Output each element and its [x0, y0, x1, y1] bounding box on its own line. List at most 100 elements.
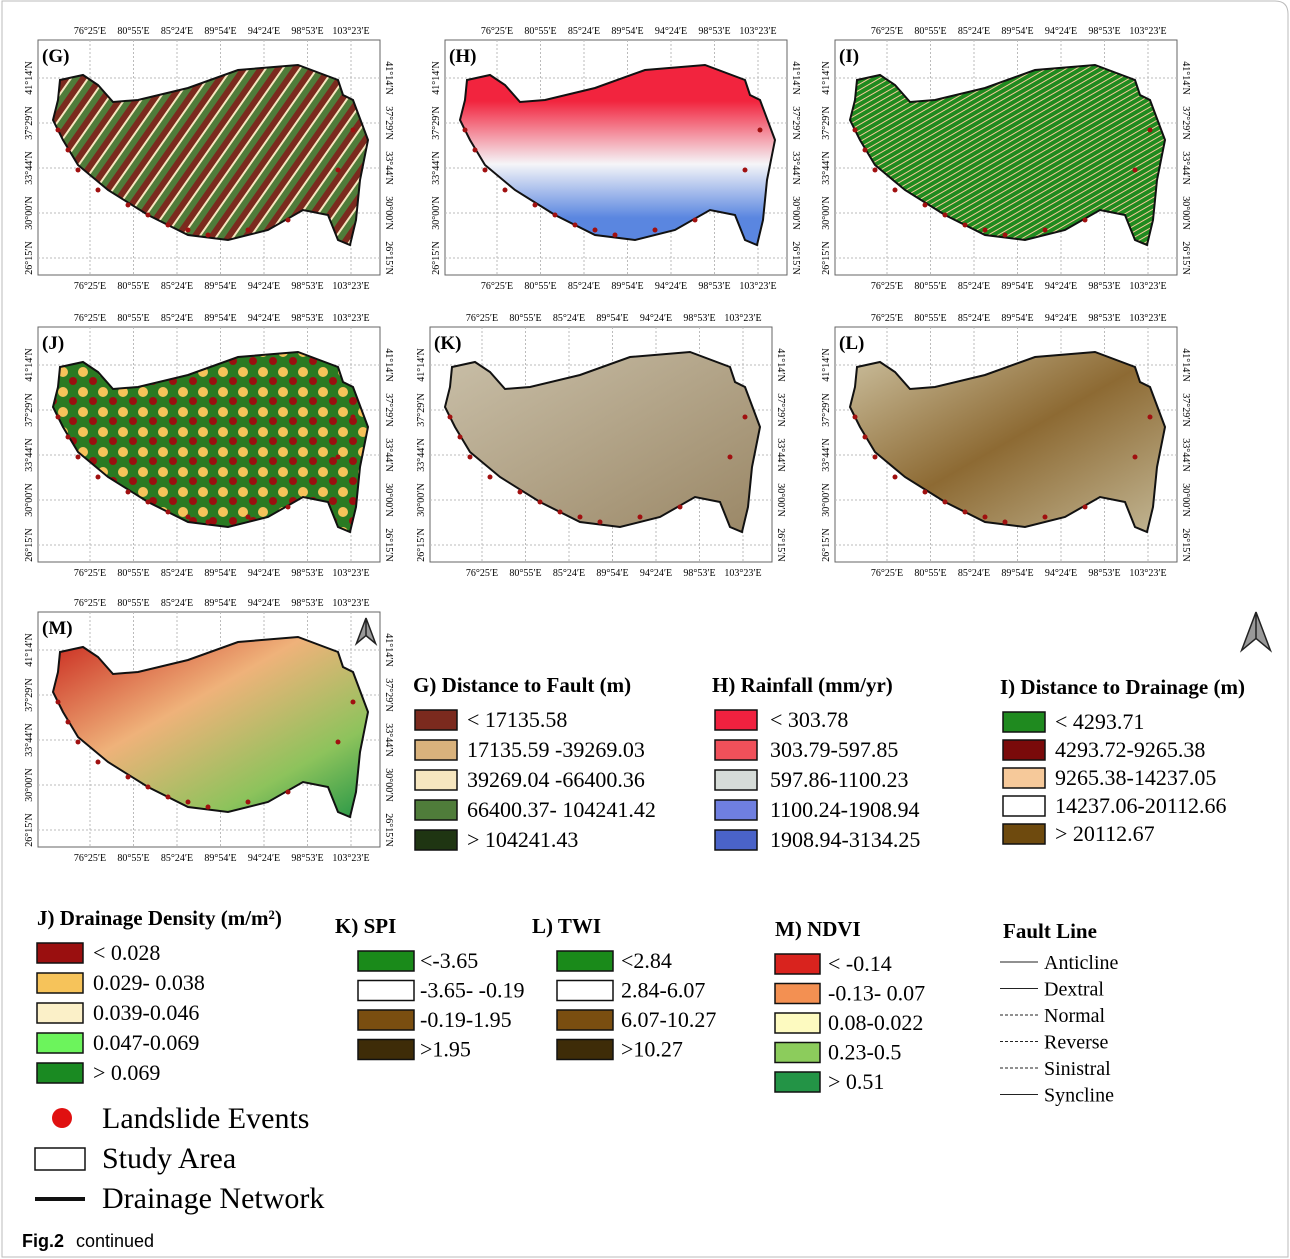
landslide-point — [1083, 218, 1088, 223]
legend-swatch — [557, 951, 613, 971]
landslide-point — [488, 475, 493, 480]
lat-label: 26°15′N — [821, 241, 832, 274]
lon-label: 76°25′E — [74, 568, 106, 579]
landslide-point — [336, 168, 341, 173]
legend-label: > 20112.67 — [1055, 821, 1155, 846]
legend-label: Normal — [1044, 1005, 1106, 1027]
legend-title: J) Drainage Density (m/m²) — [37, 906, 282, 930]
legend-swatch — [37, 973, 83, 993]
lat-label: 33°44′N — [24, 151, 35, 184]
lat-label: 26°15′N — [24, 813, 35, 846]
legend-swatch — [415, 800, 457, 820]
legend-swatch — [358, 981, 414, 1001]
landslide-point — [758, 128, 763, 133]
landslide-point — [336, 740, 341, 745]
lon-label: 80°55′E — [117, 26, 149, 37]
legend-swatch — [1003, 740, 1045, 760]
lat-label: 33°44′N — [1180, 438, 1191, 471]
lat-label: 37°29′N — [383, 678, 394, 711]
legend-swatch — [37, 1003, 83, 1023]
lon-label: 85°24′E — [553, 568, 585, 579]
legend-swatch — [358, 1040, 414, 1060]
lat-label: 26°15′N — [790, 241, 801, 274]
landslide-point — [678, 505, 683, 510]
legend-label: 303.79-597.85 — [770, 737, 898, 762]
legend-label: < -0.14 — [828, 951, 892, 976]
lon-label: 103°23′E — [1129, 313, 1166, 324]
legend-label: Dextral — [1044, 979, 1104, 1001]
landslide-point — [853, 415, 858, 420]
lat-label: 37°29′N — [24, 678, 35, 711]
landslide-point — [1043, 228, 1048, 233]
legend-label: > 0.069 — [93, 1060, 160, 1085]
lat-label: 33°44′N — [416, 438, 427, 471]
landslide-point — [96, 475, 101, 480]
lon-label: 89°54′E — [596, 313, 628, 324]
landslide-point — [56, 415, 61, 420]
landslide-point — [693, 218, 698, 223]
lon-label: 76°25′E — [871, 26, 903, 37]
lon-label: 94°24′E — [655, 26, 687, 37]
lat-label: 41°14′N — [24, 633, 35, 666]
lon-label: 85°24′E — [161, 568, 193, 579]
landslide-point — [66, 435, 71, 440]
legend-title: G) Distance to Fault (m) — [413, 673, 631, 697]
landslide-point — [246, 800, 251, 805]
map-panel: 76°25′E76°25′E80°55′E80°55′E85°24′E85°24… — [24, 313, 394, 579]
map-panel: 76°25′E76°25′E80°55′E80°55′E85°24′E85°24… — [24, 598, 394, 864]
lon-label: 94°24′E — [1045, 568, 1077, 579]
legend-swatch — [37, 1033, 83, 1053]
caption-label: Fig.2 — [22, 1231, 64, 1251]
landslide-point — [166, 795, 171, 800]
map-panel: 76°25′E76°25′E80°55′E80°55′E85°24′E85°24… — [24, 26, 394, 292]
lon-label: 80°55′E — [117, 281, 149, 292]
lat-label: 30°00′N — [775, 483, 786, 516]
landslide-point — [56, 128, 61, 133]
lon-label: 98°53′E — [1088, 568, 1120, 579]
landslide-point — [186, 228, 191, 233]
lat-label: 30°00′N — [416, 483, 427, 516]
lon-label: 76°25′E — [871, 568, 903, 579]
lon-label: 103°23′E — [739, 281, 776, 292]
lon-label: 103°23′E — [1129, 26, 1166, 37]
lon-label: 80°55′E — [509, 568, 541, 579]
lon-label: 80°55′E — [524, 26, 556, 37]
landslide-point — [186, 515, 191, 520]
legend-label: <-3.65 — [420, 948, 478, 973]
lon-label: 98°53′E — [1088, 281, 1120, 292]
landslide-point — [1133, 168, 1138, 173]
landslide-point — [336, 455, 341, 460]
landslide-point — [923, 203, 928, 208]
landslide-point — [56, 700, 61, 705]
landslide-point — [743, 168, 748, 173]
lat-label: 41°14′N — [1180, 348, 1191, 381]
landslide-point — [473, 148, 478, 153]
panel-label: (J) — [42, 333, 64, 354]
lat-label: 26°15′N — [821, 528, 832, 561]
lon-label: 89°54′E — [1001, 313, 1033, 324]
lat-label: 37°29′N — [790, 106, 801, 139]
lon-label: 94°24′E — [248, 568, 280, 579]
landslide-point — [286, 218, 291, 223]
legend-label: > 0.51 — [828, 1069, 884, 1094]
landslide-point — [1003, 233, 1008, 238]
lon-label: 89°54′E — [204, 598, 236, 609]
landslide-point — [458, 435, 463, 440]
lat-label: 41°14′N — [24, 348, 35, 381]
legend-label: 9265.38-14237.05 — [1055, 765, 1216, 790]
lon-label: 76°25′E — [74, 281, 106, 292]
legend-label: -3.65- -0.19 — [420, 978, 524, 1003]
map-panel: 76°25′E76°25′E80°55′E80°55′E85°24′E85°24… — [431, 26, 801, 292]
landslide-point — [983, 515, 988, 520]
landslide-point — [983, 228, 988, 233]
landslide-point — [863, 148, 868, 153]
lon-label: 89°54′E — [204, 853, 236, 864]
lon-label: 76°25′E — [481, 281, 513, 292]
landslide-point — [863, 435, 868, 440]
legend-label: 0.23-0.5 — [828, 1040, 901, 1065]
landslide-point — [578, 515, 583, 520]
lon-label: 98°53′E — [291, 853, 323, 864]
landslide-point — [728, 455, 733, 460]
legend-label: 66400.37- 104241.42 — [467, 797, 656, 822]
landslide-point — [893, 475, 898, 480]
